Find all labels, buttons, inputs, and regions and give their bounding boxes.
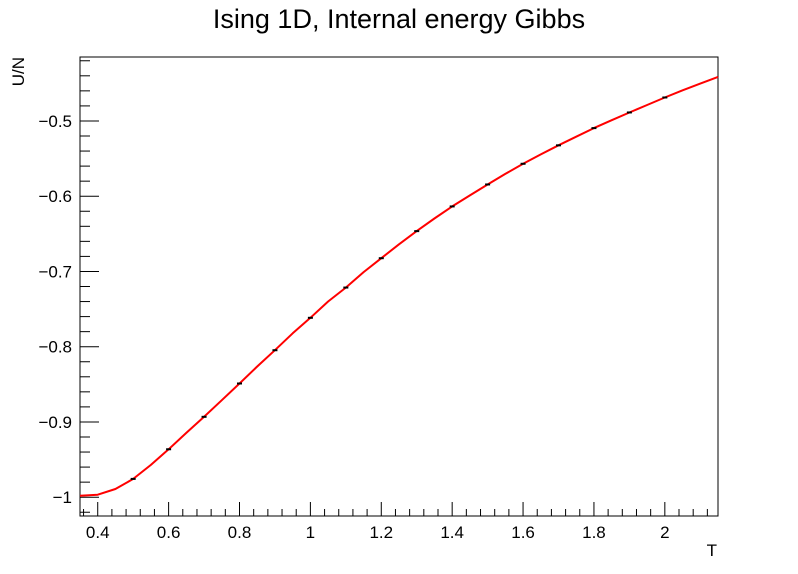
- x-tick-label: 1.4: [440, 523, 464, 542]
- x-tick-label: 1.8: [582, 523, 606, 542]
- x-tick-label: 1.6: [511, 523, 535, 542]
- y-tick-label: −0.9: [38, 413, 72, 432]
- axis-tick-labels: 0.4 0.6 0.8 1 1.2 1.4 1.6 1.8 2 −1 −0.9 −0.8 −0.7 −0.…: [38, 112, 669, 542]
- y-tick-label: −0.6: [38, 187, 72, 206]
- plot-frame: [79, 56, 719, 517]
- x-tick-label: 0.4: [86, 523, 110, 542]
- x-tick-label: 1.2: [369, 523, 393, 542]
- x-tick-label: 1: [306, 523, 315, 542]
- x-tick-label: 0.6: [157, 523, 181, 542]
- y-tick-label: −0.8: [38, 338, 72, 357]
- y-tick-label: −1: [53, 488, 72, 507]
- y-tick-label: −0.5: [38, 112, 72, 131]
- x-tick-label: 0.8: [228, 523, 252, 542]
- x-axis-title: T: [707, 541, 717, 560]
- series-layer: [79, 75, 719, 497]
- y-axis-title: U/N: [9, 57, 28, 86]
- x-tick-label: 2: [660, 523, 669, 542]
- y-tick-label: −0.7: [38, 262, 72, 281]
- axis-ticks: [80, 60, 708, 516]
- fit-curve-line: [79, 75, 719, 497]
- chart-title: Ising 1D, Internal energy Gibbs: [213, 4, 585, 34]
